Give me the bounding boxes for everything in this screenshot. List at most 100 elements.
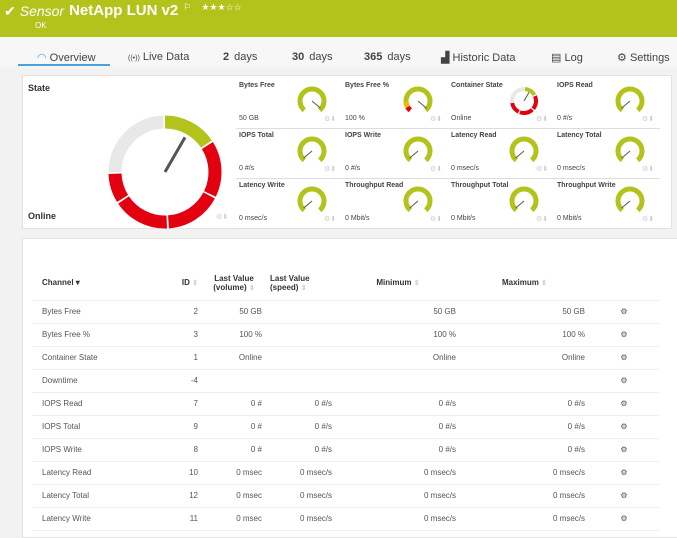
settings-icon[interactable]: ⚙ xyxy=(589,461,659,485)
gauge-title: Latency Total xyxy=(557,132,602,139)
col-minimum[interactable]: Minimum ⇕ xyxy=(336,266,460,301)
gauge-segment xyxy=(509,186,539,213)
gear-icon[interactable]: ⚙⬇ xyxy=(324,216,337,223)
gauge-tile[interactable]: Latency Total 0 msec/s ⚙⬇ xyxy=(554,129,660,179)
gear-icon[interactable]: ⚙⬇ xyxy=(642,216,655,223)
gear-icon[interactable]: ⚙⬇ xyxy=(430,216,443,223)
col-maximum[interactable]: Maximum ⇕ xyxy=(460,266,589,301)
settings-icon[interactable]: ⚙ xyxy=(589,323,659,347)
tab-live-data[interactable]: ((•)) Live Data xyxy=(128,51,189,63)
gauge-segment xyxy=(531,95,538,110)
gauge-title: Bytes Free xyxy=(239,82,275,89)
gauge-tile[interactable]: Throughput Write 0 Mbit/s ⚙⬇ xyxy=(554,179,660,229)
table-row[interactable]: Latency Read 10 0 msec 0 msec/s 0 msec/s 0 ms… xyxy=(32,461,659,485)
cell: 0 #/s xyxy=(460,438,589,462)
overview-panel: State Online ⚙⬇ Bytes Free 50 GB ⚙⬇ Bytes F… xyxy=(22,75,672,229)
gauge-dial xyxy=(297,86,327,113)
cell: IOPS Read xyxy=(32,392,162,416)
settings-icon[interactable]: ⚙ xyxy=(589,438,659,462)
tab-historic-data[interactable]: ▟ Historic Data xyxy=(441,51,516,64)
gear-icon[interactable]: ⚙⬇ xyxy=(430,166,443,173)
settings-icon[interactable]: ⚙ xyxy=(589,392,659,416)
table-row[interactable]: IOPS Write 8 0 #0 #/s 0 #/s 0 #/s ⚙ xyxy=(32,438,659,462)
cell: Online xyxy=(460,346,589,370)
header-label: ID xyxy=(181,278,190,288)
tab-2-days[interactable]: 2 days xyxy=(223,51,257,63)
tab-log[interactable]: ▤ Log xyxy=(551,51,583,64)
cell: 0 msec xyxy=(202,484,266,508)
gauge-needle xyxy=(621,200,631,209)
table-row[interactable]: Downtime -4 ⚙ xyxy=(32,369,659,393)
gauge-value: Online xyxy=(451,115,472,122)
gauge-needle xyxy=(303,150,313,159)
table-row[interactable]: IOPS Total 9 0 #0 #/s 0 #/s 0 #/s ⚙ xyxy=(32,415,659,439)
cell: Latency Write xyxy=(32,507,162,531)
gauge-tile[interactable]: Bytes Free % 100 % ⚙⬇ xyxy=(342,79,448,129)
cell: 0 #/s xyxy=(266,415,336,439)
col-channel[interactable]: Channel ▾ xyxy=(32,266,162,301)
gear-icon[interactable]: ⚙⬇ xyxy=(216,214,229,221)
gauge-value: 0 #/s xyxy=(239,165,255,172)
col-id[interactable]: ID ⇕ xyxy=(162,266,202,301)
col-last-value-speed[interactable]: Last Value (speed) ⇕ xyxy=(266,266,336,301)
gauge-tile[interactable]: Container State Online ⚙⬇ xyxy=(448,79,554,129)
cell: 8 xyxy=(162,438,202,462)
cell: 0 msec xyxy=(202,507,266,531)
gauge-needle xyxy=(163,136,187,173)
gear-icon[interactable]: ⚙⬇ xyxy=(430,116,443,123)
gauge-tile[interactable]: IOPS Total 0 #/s ⚙⬇ xyxy=(236,129,342,179)
gauge-segment xyxy=(297,136,327,163)
gauge-dial xyxy=(297,136,327,163)
channels-table: Channel ▾ ID ⇕ Last Value (volume) ⇕ Las… xyxy=(32,266,659,531)
gauge-tile[interactable]: Throughput Total 0 Mbit/s ⚙⬇ xyxy=(448,179,554,229)
gear-icon[interactable]: ⚙⬇ xyxy=(642,116,655,123)
cell xyxy=(266,369,336,393)
gauge-tile[interactable]: Latency Write 0 msec/s ⚙⬇ xyxy=(236,179,342,229)
gauge-dial xyxy=(509,186,539,213)
tab-settings[interactable]: ⚙ Settings xyxy=(617,51,670,64)
gear-icon[interactable]: ⚙⬇ xyxy=(324,166,337,173)
flag-icon[interactable]: ⚐ xyxy=(183,2,192,12)
tab-overview[interactable]: ◠ Overview xyxy=(37,51,96,64)
gauge-value: 0 Mbit/s xyxy=(345,215,370,222)
gauge-segment xyxy=(615,136,645,163)
cell xyxy=(202,369,266,393)
tab-label: Settings xyxy=(629,52,670,64)
table-row[interactable]: Bytes Free % 3 100 % 100 % 100 % ⚙ xyxy=(32,323,659,347)
gauge-tile[interactable]: Bytes Free 50 GB ⚙⬇ xyxy=(236,79,342,129)
table-row[interactable]: IOPS Read 7 0 #0 #/s 0 #/s 0 #/s ⚙ xyxy=(32,392,659,416)
cell: Online xyxy=(202,346,266,370)
table-row[interactable]: Latency Total 12 0 msec 0 msec/s 0 msec/s 0 m… xyxy=(32,484,659,508)
gear-icon[interactable]: ⚙⬇ xyxy=(642,166,655,173)
gauge-value: 50 GB xyxy=(239,115,259,122)
gauge-tile[interactable]: IOPS Read 0 #/s ⚙⬇ xyxy=(554,79,660,129)
cell xyxy=(336,369,460,393)
gauge-tile[interactable]: Throughput Read 0 Mbit/s ⚙⬇ xyxy=(342,179,448,229)
table-row[interactable]: Bytes Free 2 50 GB 50 GB 50 GB ⚙ xyxy=(32,300,659,324)
settings-icon[interactable]: ⚙ xyxy=(589,346,659,370)
settings-icon[interactable]: ⚙ xyxy=(589,300,659,324)
gauge-segment xyxy=(509,136,539,163)
sensor-name: NetApp LUN v2 xyxy=(69,2,179,19)
priority-stars[interactable]: ★★★☆☆ xyxy=(201,2,242,12)
gauge-value: 0 #/s xyxy=(557,115,573,122)
gear-icon[interactable]: ⚙⬇ xyxy=(536,166,549,173)
gear-icon[interactable]: ⚙⬇ xyxy=(536,116,549,123)
cell: 0 #/s xyxy=(266,392,336,416)
status-text: OK xyxy=(35,21,47,30)
table-row[interactable]: Latency Write 11 0 msec 0 msec/s 0 msec/s 0 m… xyxy=(32,507,659,531)
gauge-tile[interactable]: Latency Read 0 msec/s ⚙⬇ xyxy=(448,129,554,179)
gauge-needle xyxy=(621,150,631,159)
cell: Bytes Free % xyxy=(32,323,162,347)
gear-icon[interactable]: ⚙⬇ xyxy=(324,116,337,123)
gear-icon[interactable]: ⚙⬇ xyxy=(536,216,549,223)
settings-icon[interactable]: ⚙ xyxy=(589,415,659,439)
gauge-tile[interactable]: IOPS Write 0 #/s ⚙⬇ xyxy=(342,129,448,179)
col-last-value-volume[interactable]: Last Value (volume) ⇕ xyxy=(202,266,266,301)
tab-365-days[interactable]: 365 days xyxy=(364,51,411,63)
table-row[interactable]: Container State 1 Online Online Online ⚙ xyxy=(32,346,659,370)
settings-icon[interactable]: ⚙ xyxy=(589,369,659,393)
settings-icon[interactable]: ⚙ xyxy=(589,484,659,508)
settings-icon[interactable]: ⚙ xyxy=(589,507,659,531)
tab-30-days[interactable]: 30 days xyxy=(292,51,333,63)
